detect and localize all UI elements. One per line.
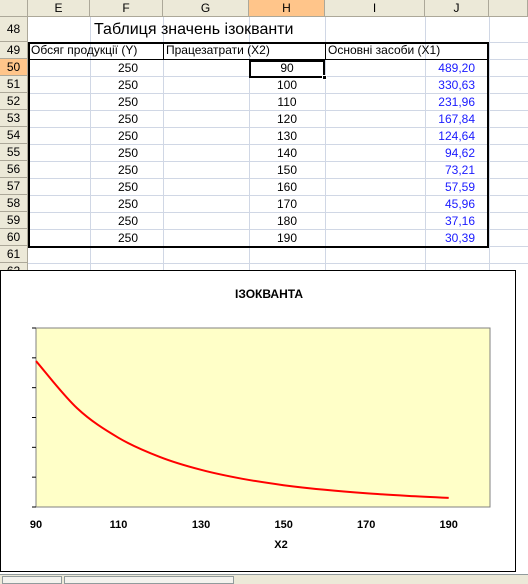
sheet-tab[interactable] — [2, 576, 62, 584]
row-header-48[interactable]: 48 — [0, 17, 28, 42]
grid-line — [90, 17, 91, 270]
grid-line — [28, 110, 528, 111]
cell-output[interactable]: 250 — [117, 197, 138, 211]
row-header-49[interactable]: 49 — [0, 42, 28, 59]
x-tick-label: 190 — [440, 519, 458, 531]
cell-output[interactable]: 250 — [117, 95, 138, 109]
cell-output[interactable]: 250 — [117, 129, 138, 143]
select-all-corner[interactable] — [0, 0, 28, 17]
grid-line — [28, 127, 528, 128]
cell-output[interactable]: 250 — [117, 61, 138, 75]
chart-svg: 90 110 130 150 170 190 — [30, 327, 491, 531]
cell-assets[interactable]: 330,63 — [438, 78, 475, 92]
column-header-j[interactable]: J — [425, 0, 489, 17]
grid-line — [28, 263, 528, 264]
x-tick-label: 150 — [274, 519, 292, 531]
sheet-tab[interactable] — [64, 576, 234, 584]
row-header-55[interactable]: 55 — [0, 144, 28, 161]
x-tick-label: 170 — [357, 519, 375, 531]
row-header-57[interactable]: 57 — [0, 178, 28, 195]
row-header-61[interactable]: 61 — [0, 246, 28, 263]
series-line — [35, 360, 449, 499]
column-header-blank — [489, 0, 528, 17]
column-header-i[interactable]: I — [325, 0, 425, 17]
cell-assets[interactable]: 57,59 — [444, 180, 475, 194]
cell-labor[interactable]: 140 — [276, 146, 298, 160]
cell-labor[interactable]: 110 — [277, 95, 297, 109]
cell-output[interactable]: 250 — [117, 146, 138, 160]
grid-line — [163, 17, 164, 270]
row-header-54[interactable]: 54 — [0, 127, 28, 144]
active-cell[interactable] — [249, 60, 325, 78]
column-header-f[interactable]: F — [90, 0, 163, 17]
cell-assets[interactable]: 124,64 — [438, 129, 475, 143]
header-divider-1 — [163, 42, 164, 60]
cell-output[interactable]: 250 — [117, 231, 138, 245]
cell-labor[interactable]: 150 — [276, 163, 298, 177]
x-tick-labels: 90 110 130 150 170 190 — [30, 519, 458, 531]
grid-line — [489, 17, 490, 270]
cell-labor[interactable]: 90 — [280, 61, 294, 75]
grid-line — [249, 17, 250, 270]
grid-line — [325, 17, 326, 270]
grid-line — [28, 161, 528, 162]
cell-output[interactable]: 250 — [117, 78, 138, 92]
x-tick-label: 90 — [30, 519, 42, 531]
cell-labor[interactable]: 100 — [276, 78, 298, 92]
header-assets[interactable]: Основні засоби (X1) — [328, 43, 441, 57]
table-border — [28, 42, 489, 248]
cell-labor[interactable]: 160 — [276, 180, 298, 194]
cell-assets[interactable]: 37,16 — [444, 214, 475, 228]
column-header-e[interactable]: E — [28, 0, 90, 17]
cell-assets[interactable]: 489,20 — [438, 61, 475, 75]
cell-assets[interactable]: 30,39 — [444, 231, 475, 245]
grid-line — [28, 144, 528, 145]
cell-labor[interactable]: 190 — [276, 231, 298, 245]
header-divider-2 — [325, 42, 326, 60]
row-header-50[interactable]: 50 — [0, 59, 28, 76]
row-header-53[interactable]: 53 — [0, 110, 28, 127]
column-header-g[interactable]: G — [163, 0, 249, 17]
grid-line — [425, 17, 426, 270]
cell-labor[interactable]: 120 — [276, 112, 298, 126]
grid-line — [28, 195, 528, 196]
fill-handle[interactable] — [322, 75, 327, 80]
axis-ticks — [32, 327, 36, 508]
cell-output[interactable]: 250 — [117, 214, 138, 228]
row-header-59[interactable]: 59 — [0, 212, 28, 229]
cell-assets[interactable]: 73,21 — [444, 163, 475, 177]
cell-assets[interactable]: 94,62 — [444, 146, 475, 160]
cell-assets[interactable]: 167,84 — [438, 112, 475, 126]
cell-labor[interactable]: 130 — [276, 129, 298, 143]
cell-output[interactable]: 250 — [117, 163, 138, 177]
row-header-52[interactable]: 52 — [0, 93, 28, 110]
cell-output[interactable]: 250 — [117, 112, 138, 126]
x-axis-label: X2 — [274, 539, 288, 551]
cell-assets[interactable]: 45,96 — [444, 197, 475, 211]
row-header-56[interactable]: 56 — [0, 161, 28, 178]
cell-labor[interactable]: 180 — [276, 214, 298, 228]
chart-title: ІЗОКВАНТА — [235, 287, 303, 301]
header-underline — [28, 59, 489, 60]
sheet-title[interactable]: Таблиця значень ізокванти — [94, 21, 294, 38]
row-header-51[interactable]: 51 — [0, 76, 28, 93]
grid-line — [28, 229, 528, 230]
header-labor[interactable]: Працезатрати (X2) — [166, 43, 270, 57]
column-header-h[interactable]: H — [249, 0, 325, 17]
x-tick-label: 130 — [192, 519, 210, 531]
sheet-tabs-bar — [0, 574, 528, 584]
grid-line — [28, 178, 528, 179]
grid-line — [28, 93, 528, 94]
cell-labor[interactable]: 170 — [276, 197, 298, 211]
cell-assets[interactable]: 231,96 — [438, 95, 475, 109]
grid-line — [28, 212, 528, 213]
row-header-58[interactable]: 58 — [0, 195, 28, 212]
row-header-60[interactable]: 60 — [0, 229, 28, 246]
cell-output[interactable]: 250 — [117, 180, 138, 194]
plot-area — [35, 327, 491, 508]
header-output[interactable]: Обсяг продукції (Y) — [31, 43, 138, 57]
x-tick-label: 110 — [110, 519, 128, 531]
chart-area[interactable]: ІЗОКВАНТА 90 110 130 150 170 190 X2 — [0, 270, 516, 572]
